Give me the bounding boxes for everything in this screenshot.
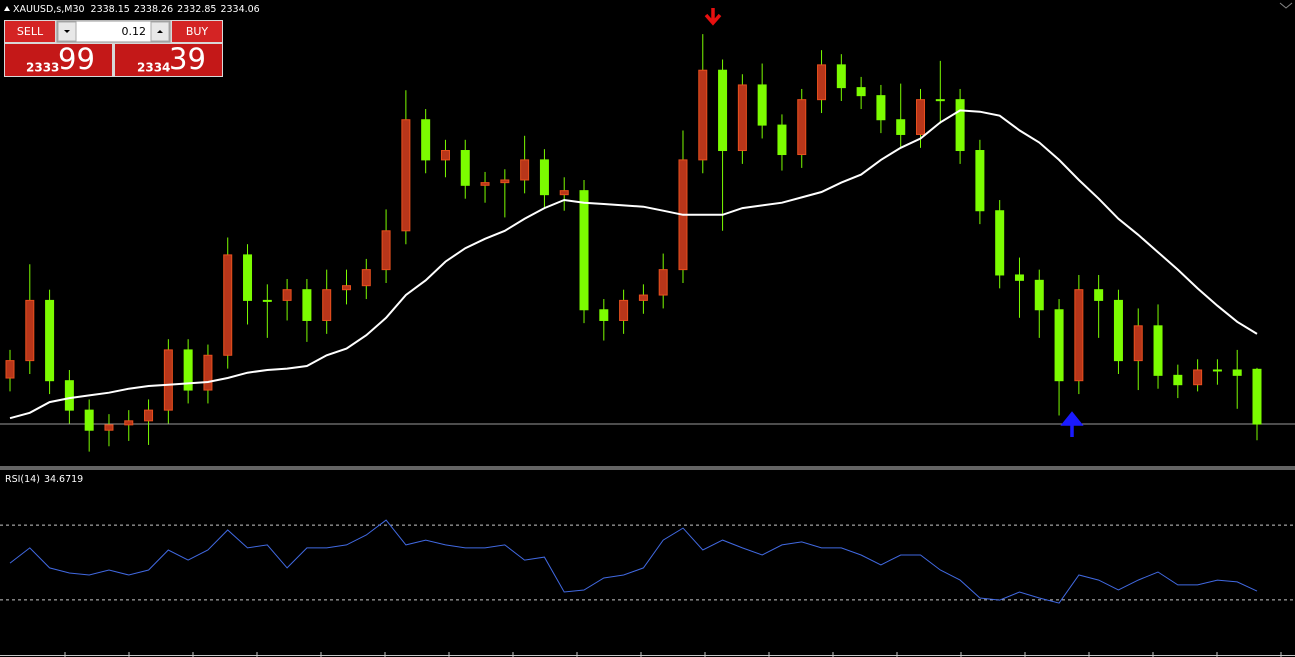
candle-body — [619, 299, 629, 321]
candle-body — [718, 69, 728, 152]
candle-body — [460, 150, 470, 186]
candle-body — [1173, 374, 1183, 386]
candle-body — [262, 299, 272, 302]
candle-body — [856, 87, 866, 97]
corner-marker — [1279, 2, 1293, 9]
header-icon — [4, 6, 10, 11]
rsi-label: RSI(14) — [5, 474, 40, 485]
candle-body — [322, 289, 332, 321]
sell-button[interactable] — [5, 21, 55, 42]
candle-body — [1014, 274, 1024, 281]
candle-body — [1133, 325, 1143, 362]
candle-body — [480, 182, 490, 186]
candle-body — [638, 294, 648, 301]
candle-body — [84, 409, 94, 431]
buy-button[interactable] — [172, 21, 222, 42]
candle-body — [955, 99, 965, 152]
candle-body — [282, 289, 292, 301]
sell-signal-arrow — [704, 8, 722, 26]
candle-body — [302, 289, 312, 321]
candle-body — [520, 159, 530, 181]
lot-input[interactable] — [56, 20, 171, 43]
candle-body — [559, 190, 569, 196]
candle-body — [104, 424, 114, 431]
candle-body — [698, 69, 708, 161]
candle-body — [25, 299, 35, 362]
rsi-line — [9, 519, 1258, 604]
candle-body — [579, 190, 589, 311]
candle-body — [836, 64, 846, 89]
candle-body — [599, 309, 609, 321]
open: 2338.15 — [91, 4, 130, 15]
candle-body — [1212, 369, 1222, 372]
chart-header: XAUUSD,s,M30 2338.15 2338.26 2332.85 2334.06 — [13, 4, 260, 15]
rsi-panel — [0, 519, 1295, 604]
buy-label: BUY — [186, 25, 209, 38]
candle-body — [935, 99, 945, 102]
rsi-header: RSI(14) 34.6719 — [5, 474, 83, 485]
candle-body — [1074, 289, 1084, 382]
candle-body — [381, 230, 391, 271]
candle-body — [757, 84, 767, 126]
candle-body — [1034, 279, 1044, 311]
candle-body — [163, 349, 173, 411]
candle-body — [916, 99, 926, 135]
candle-body — [658, 269, 668, 296]
trade-panel: SELL 0.12 BUY 2333 99 2334 39 — [4, 20, 223, 77]
low: 2332.85 — [177, 4, 216, 15]
bid-box[interactable] — [5, 44, 112, 76]
down-icon — [64, 30, 70, 33]
ask-box[interactable] — [115, 44, 222, 76]
candle-body — [797, 99, 807, 156]
candle-body — [1232, 369, 1242, 376]
moving-average — [9, 109, 1258, 420]
candle-body — [975, 150, 985, 212]
candle-body — [45, 299, 55, 382]
lot-value: 0.12 — [122, 25, 147, 38]
bid-prefix: 2333 — [26, 61, 59, 75]
candle-body — [144, 409, 154, 422]
candle-body — [64, 380, 74, 411]
close: 2334.06 — [220, 4, 259, 15]
candle-body — [5, 360, 15, 379]
symbol: XAUUSD,s,M30 — [13, 4, 85, 15]
candle-body — [737, 84, 747, 152]
candle-body — [1193, 369, 1203, 386]
candle-body — [1153, 325, 1163, 376]
candle-body — [401, 119, 411, 232]
ask-big: 39 — [169, 42, 206, 76]
candle-body — [1252, 368, 1262, 425]
candle-body — [341, 285, 351, 291]
candle-body — [1094, 289, 1104, 301]
candle-body — [817, 64, 827, 101]
candle-body — [183, 349, 193, 391]
candle-body — [361, 269, 371, 287]
up-icon — [157, 30, 163, 33]
bid-big: 99 — [58, 42, 95, 76]
candle-body — [124, 420, 134, 426]
candle-body — [539, 159, 549, 196]
candle-body — [777, 124, 787, 156]
high: 2338.26 — [134, 4, 173, 15]
candle-body — [500, 179, 510, 184]
rsi-value: 34.6719 — [44, 474, 83, 485]
ask-prefix: 2334 — [137, 61, 170, 75]
candle-body — [896, 119, 906, 135]
candle-body — [243, 254, 253, 301]
candle-body — [995, 210, 1005, 276]
candle-body — [440, 150, 450, 161]
price-panel — [0, 34, 1295, 452]
candle-body — [203, 354, 213, 391]
candle-body — [421, 119, 431, 161]
sell-label: SELL — [17, 25, 44, 38]
candle-body — [1113, 299, 1123, 362]
candle-body — [876, 95, 886, 121]
candle-body — [223, 254, 233, 356]
buy-signal-arrow — [1060, 411, 1084, 437]
candle-body — [1054, 309, 1064, 382]
